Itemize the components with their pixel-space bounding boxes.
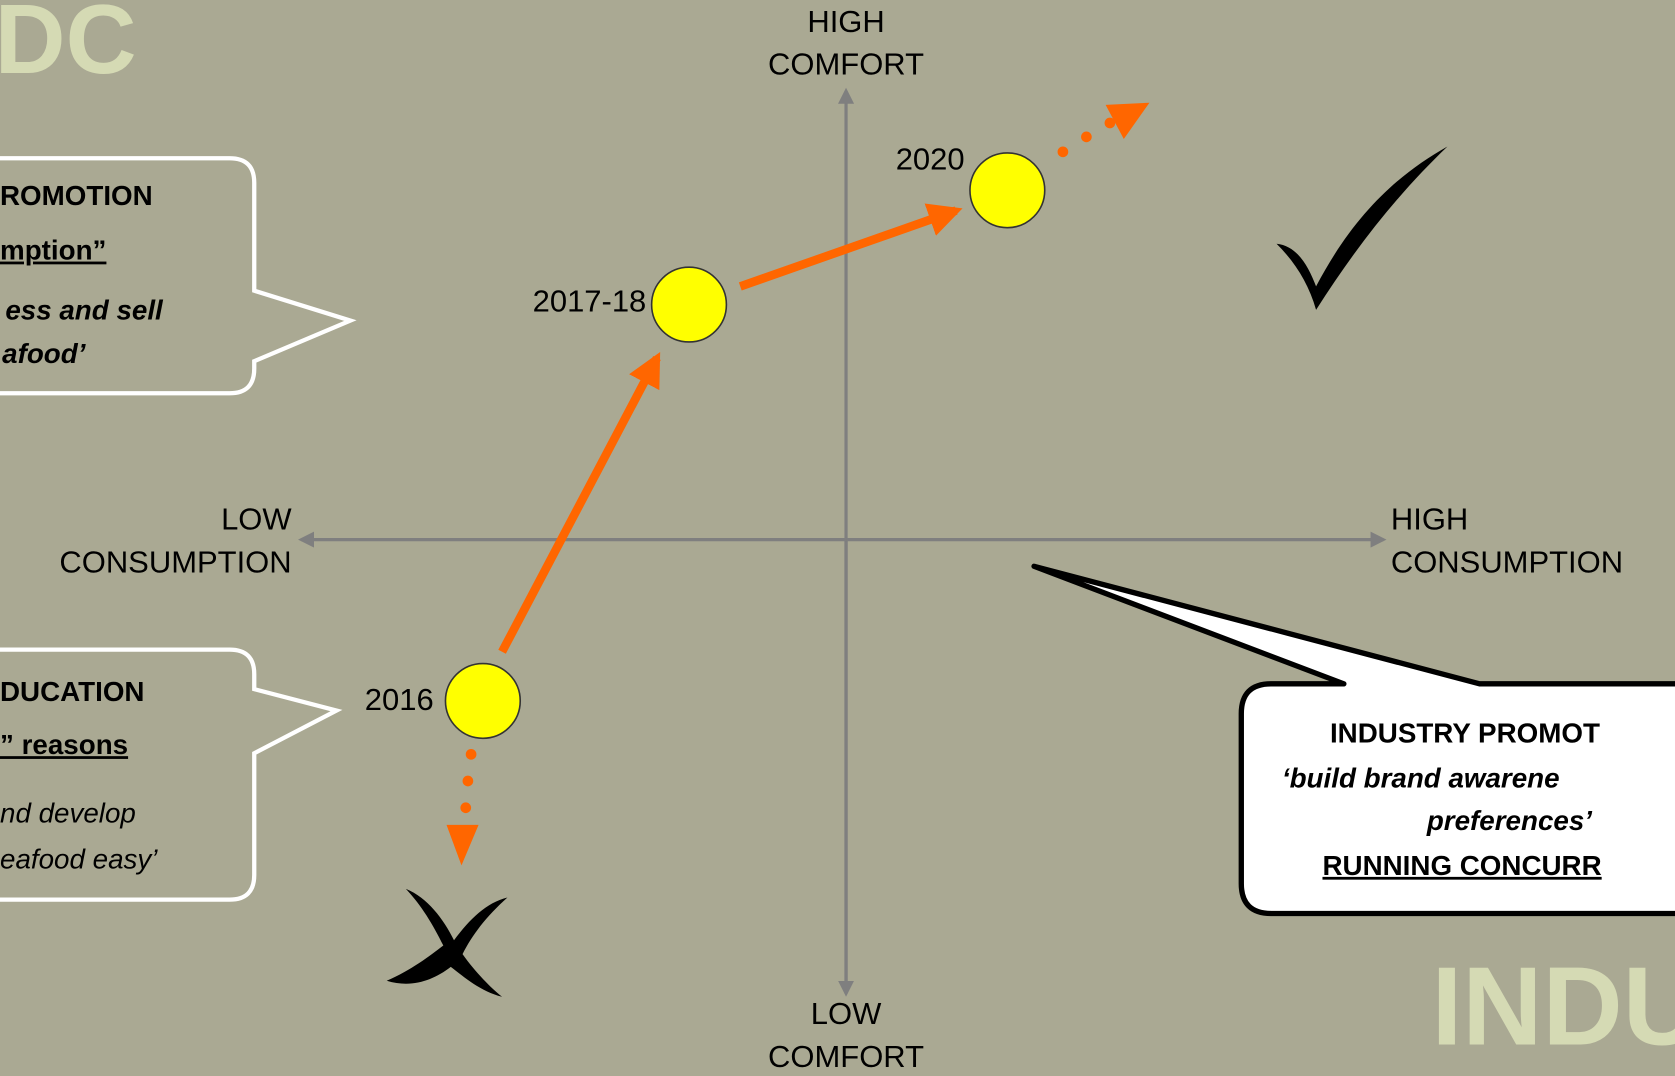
axis-label: CONSUMPTION xyxy=(59,544,291,579)
year-label: 2016 xyxy=(365,682,434,717)
watermark: DC xyxy=(0,0,137,94)
dotted-arrow xyxy=(446,102,1150,866)
callout-text: DUCATION xyxy=(0,676,144,707)
callout-box xyxy=(0,156,357,396)
axis-label: COMFORT xyxy=(768,47,924,82)
year-point xyxy=(650,266,728,343)
watermark: INDUST xyxy=(1431,943,1675,1068)
callout-text: RUNNING CONCURR xyxy=(1322,850,1601,881)
year-label: 2020 xyxy=(896,142,965,177)
callout-text: ” reasons xyxy=(0,729,128,760)
year-label: 2017-18 xyxy=(533,284,647,319)
callout-text: nd develop xyxy=(0,798,136,829)
year-point xyxy=(444,662,522,740)
axis-label: LOW xyxy=(811,996,882,1031)
axis-label: HIGH xyxy=(807,4,884,39)
callout-text: preferences’ xyxy=(1426,805,1593,836)
callout-text: mption” xyxy=(0,235,106,266)
callout-box xyxy=(0,647,343,902)
trend-arrow xyxy=(738,203,963,291)
axis-label: HIGH xyxy=(1391,502,1468,537)
axis-label: COMFORT xyxy=(768,1039,924,1074)
trend-arrow xyxy=(498,351,661,654)
axis-label: LOW xyxy=(221,502,292,537)
callout-text: ROMOTION xyxy=(0,180,153,211)
callout-box xyxy=(1031,563,1675,917)
callout-text: ess and sell xyxy=(5,294,164,325)
callout-text: afood’ xyxy=(2,338,87,369)
year-point xyxy=(969,152,1046,229)
callout-text: INDUSTRY PROMOT xyxy=(1330,717,1600,748)
callout-text: ‘build brand awarene xyxy=(1282,762,1560,793)
checkmark-icon xyxy=(1276,146,1448,310)
cross-icon xyxy=(386,888,508,997)
axis-label: CONSUMPTION xyxy=(1391,544,1623,579)
callout-text: eafood easy’ xyxy=(0,843,158,874)
